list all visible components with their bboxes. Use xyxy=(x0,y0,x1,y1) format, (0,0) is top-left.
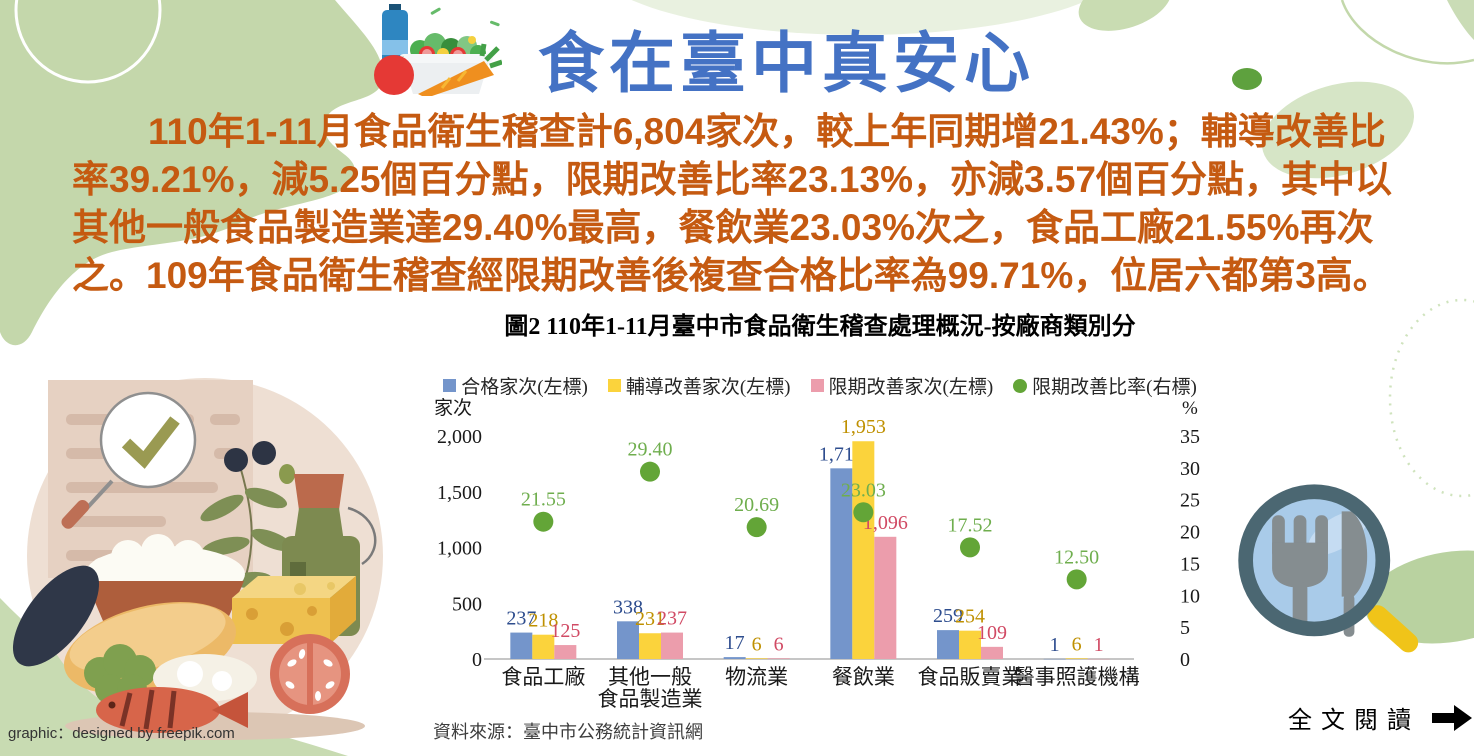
svg-text:125: 125 xyxy=(550,620,580,642)
svg-text:12.50: 12.50 xyxy=(1054,546,1099,568)
summary-line-2: 率39.21%，減5.25個百分點，限期改善比率23.13%，亦減3.57個百分… xyxy=(72,159,1393,200)
svg-text:1,500: 1,500 xyxy=(437,482,482,504)
svg-text:500: 500 xyxy=(452,593,482,615)
svg-text:家次: 家次 xyxy=(434,397,472,419)
salad-bowl-icon xyxy=(374,4,502,96)
corner-leaf xyxy=(1447,0,1474,40)
right-dotted-egg-outline xyxy=(1388,298,1474,498)
svg-text:237: 237 xyxy=(506,608,536,630)
summary-line-1: 110年1-11月食品衛生稽查計6,804家次，較上年同期增21.43%；輔導改… xyxy=(148,111,1386,152)
checkmark-magnifier-icon xyxy=(99,391,197,489)
summary-paragraph: 110年1-11月食品衛生稽查計6,804家次，較上年同期增21.43%；輔導改… xyxy=(72,108,1417,300)
svg-text:%: % xyxy=(1182,398,1198,419)
svg-text:0: 0 xyxy=(1180,649,1190,671)
svg-text:其他一般: 其他一般 xyxy=(608,665,692,689)
svg-text:15: 15 xyxy=(1180,553,1200,575)
svg-text:109: 109 xyxy=(977,622,1007,644)
graphic-credit: graphic：designed by freepik.com xyxy=(8,725,235,742)
page-title: 食在臺中真安心 xyxy=(538,26,1035,100)
svg-text:338: 338 xyxy=(613,596,643,618)
svg-text:物流業: 物流業 xyxy=(725,665,788,689)
svg-text:1: 1 xyxy=(1050,634,1060,656)
svg-text:餐飲業: 餐飲業 xyxy=(832,665,895,689)
svg-text:食品販賣業: 食品販賣業 xyxy=(918,665,1023,689)
svg-text:17: 17 xyxy=(725,632,745,654)
svg-text:食品製造業: 食品製造業 xyxy=(598,687,703,711)
svg-text:29.40: 29.40 xyxy=(628,439,673,461)
chart-plot: 家次 % 0 500 1,000 1,500 2,000 0 5 10 15 20 25 30 35 食品工廠… xyxy=(434,397,1200,711)
svg-text:6: 6 xyxy=(774,633,784,655)
magnifier-cutlery-icon xyxy=(1238,484,1419,653)
svg-text:21.55: 21.55 xyxy=(521,489,566,511)
tomato-slice xyxy=(270,634,350,714)
svg-text:6: 6 xyxy=(1072,633,1082,655)
svg-text:6: 6 xyxy=(752,633,762,655)
read-more-link[interactable]: 全文閱讀 xyxy=(1288,700,1472,735)
chart-source: 資料來源：臺中市公務統計資訊網 xyxy=(433,722,703,742)
summary-line-4: 之。109年食品衛生稽查經限期改善後複查合格比率為99.71%，位居六都第3高。 xyxy=(72,255,1390,296)
legend-square-marker xyxy=(443,379,457,392)
svg-text:5: 5 xyxy=(1180,617,1190,639)
svg-text:0: 0 xyxy=(472,649,482,671)
svg-text:10: 10 xyxy=(1180,585,1200,607)
legend-item-4: 限期改善比率(右標) xyxy=(1013,372,1197,399)
svg-text:259: 259 xyxy=(933,605,963,627)
svg-text:254: 254 xyxy=(955,606,985,628)
fork-icon xyxy=(1272,515,1328,633)
chart-title: 圖2 110年1-11月臺中市食品衛生稽查處理概況-按廠商類別分 xyxy=(504,314,1136,340)
svg-text:食品工廠: 食品工廠 xyxy=(501,665,585,689)
svg-text:35: 35 xyxy=(1180,426,1200,448)
svg-text:20.69: 20.69 xyxy=(734,494,779,516)
svg-text:30: 30 xyxy=(1180,458,1200,480)
summary-line-3: 其他一般食品製造業達29.40%最高，餐飲業23.03%次之，食品工廠21.55… xyxy=(72,207,1374,248)
cheese-wedge xyxy=(232,576,356,644)
svg-text:231: 231 xyxy=(635,608,665,630)
legend-item-1: 合格家次(左標) xyxy=(443,372,588,399)
magnifier-rim xyxy=(1238,484,1391,637)
chart-legend: 合格家次(左標) 輔導改善家次(左標) 限期改善家次(左標) 限期改善比率(右標) xyxy=(420,372,1220,399)
svg-text:23.03: 23.03 xyxy=(841,479,886,501)
top-right-blob-small xyxy=(1078,0,1172,31)
svg-text:237: 237 xyxy=(657,608,687,630)
svg-text:25: 25 xyxy=(1180,490,1200,512)
food-inspection-illustration xyxy=(12,378,383,740)
magnifier-handle xyxy=(1367,605,1419,653)
top-right-curve xyxy=(1340,0,1474,65)
fish xyxy=(96,687,248,733)
svg-text:醫事照護機構: 醫事照護機構 xyxy=(1014,665,1140,689)
read-more-label[interactable]: 全文閱讀 xyxy=(1288,708,1420,734)
svg-text:1: 1 xyxy=(1094,634,1104,656)
legend-square-marker xyxy=(810,379,824,392)
right-arrow-icon[interactable] xyxy=(1432,704,1472,731)
legend-square-marker xyxy=(607,379,621,392)
legend-item-3: 限期改善家次(左標) xyxy=(810,372,993,399)
legend-circle-marker xyxy=(1013,378,1028,393)
svg-text:17.52: 17.52 xyxy=(948,514,993,536)
svg-text:20: 20 xyxy=(1180,522,1200,544)
svg-text:1,000: 1,000 xyxy=(437,538,482,560)
svg-text:2,000: 2,000 xyxy=(437,426,482,448)
svg-text:1,096: 1,096 xyxy=(863,512,908,534)
svg-text:1,953: 1,953 xyxy=(841,416,886,438)
eggplant xyxy=(12,565,100,667)
svg-text:218: 218 xyxy=(528,610,558,632)
top-right-dot xyxy=(1232,68,1262,90)
legend-item-2: 輔導改善家次(左標) xyxy=(607,372,791,399)
top-left-circle-outline xyxy=(14,0,162,84)
